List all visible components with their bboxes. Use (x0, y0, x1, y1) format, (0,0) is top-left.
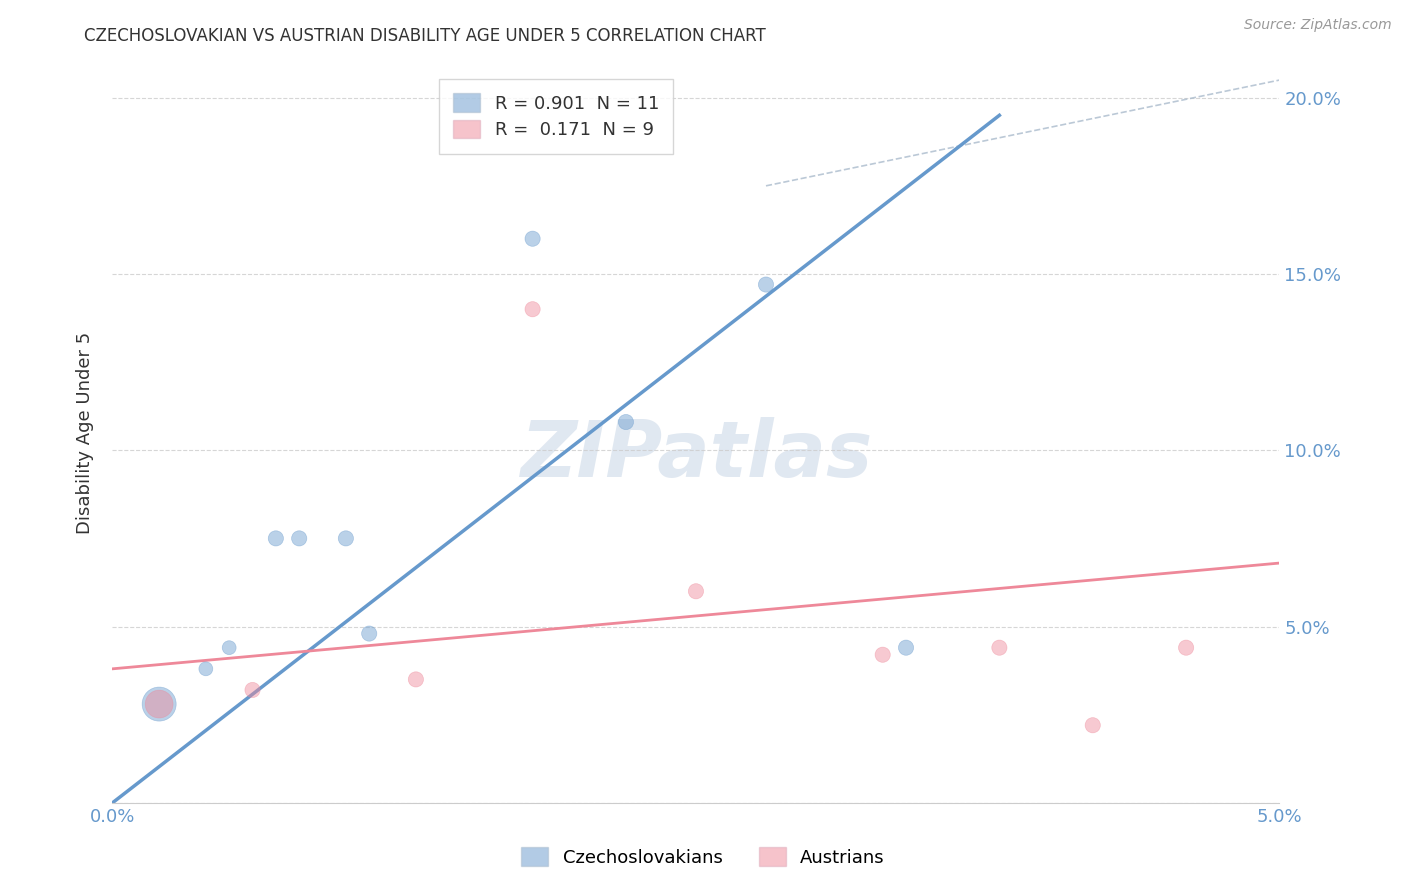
Point (872, 648, 894, 662)
Point (335, 532, 357, 546)
Point (522, 302, 544, 317)
Point (755, 277, 778, 292)
Point (1081, 718, 1104, 732)
Point (894, 640, 917, 655)
Point (1175, 640, 1198, 655)
Point (218, 640, 240, 655)
Point (242, 683, 264, 698)
Point (264, 532, 287, 546)
Legend: Czechoslovakians, Austrians: Czechoslovakians, Austrians (515, 840, 891, 874)
Point (148, 697, 170, 711)
Point (685, 584, 707, 599)
Point (148, 697, 170, 711)
Text: Source: ZipAtlas.com: Source: ZipAtlas.com (1244, 18, 1392, 32)
Point (522, 232, 544, 246)
Point (405, 673, 427, 687)
Point (614, 415, 637, 429)
Point (359, 626, 381, 640)
Text: ZIPatlas: ZIPatlas (520, 417, 872, 493)
Point (194, 662, 217, 676)
Y-axis label: Disability Age Under 5: Disability Age Under 5 (76, 332, 94, 533)
Text: CZECHOSLOVAKIAN VS AUSTRIAN DISABILITY AGE UNDER 5 CORRELATION CHART: CZECHOSLOVAKIAN VS AUSTRIAN DISABILITY A… (84, 27, 766, 45)
Point (288, 532, 311, 546)
Legend: R = 0.901  N = 11, R =  0.171  N = 9: R = 0.901 N = 11, R = 0.171 N = 9 (439, 78, 673, 153)
Point (988, 640, 1011, 655)
